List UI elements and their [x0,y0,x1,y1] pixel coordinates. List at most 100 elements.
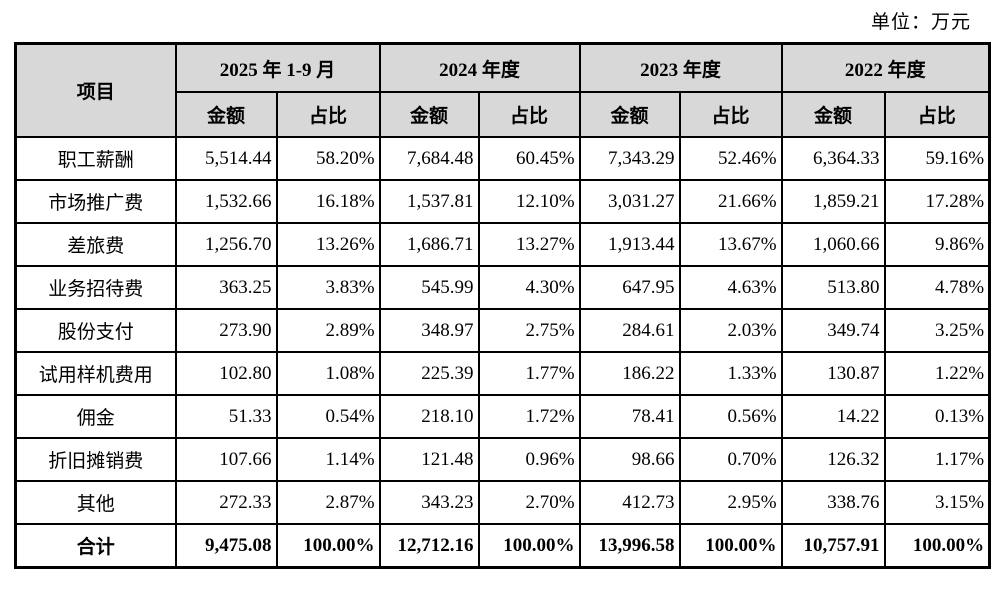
row-item-label: 业务招待费 [14,265,177,310]
cell-amount: 7,684.48 [378,136,480,181]
table-row: 佣金 51.33 0.54% 218.10 1.72% 78.41 0.56% … [14,394,991,439]
cell-amount: 9,475.08 [174,523,278,569]
cell-amount: 647.95 [578,265,681,310]
cell-ratio: 60.45% [477,136,581,181]
col-header-period-2024: 2024 年度 [378,42,581,93]
cell-amount: 126.32 [780,437,886,482]
table-row: 业务招待费 363.25 3.83% 545.99 4.30% 647.95 4… [14,265,991,310]
cell-ratio: 3.15% [883,480,991,525]
cell-amount: 284.61 [578,308,681,353]
cell-ratio: 0.56% [678,394,783,439]
col-header-amount: 金额 [578,91,681,138]
cell-ratio: 2.75% [477,308,581,353]
cell-ratio: 100.00% [477,523,581,569]
cell-amount: 6,364.33 [780,136,886,181]
cell-ratio: 12.10% [477,179,581,224]
cell-amount: 272.33 [174,480,278,525]
cell-amount: 130.87 [780,351,886,396]
cell-amount: 513.80 [780,265,886,310]
cell-ratio: 1.72% [477,394,581,439]
cell-amount: 1,060.66 [780,222,886,267]
cell-amount: 10,757.91 [780,523,886,569]
cell-ratio: 1.22% [883,351,991,396]
table-row: 职工薪酬 5,514.44 58.20% 7,684.48 60.45% 7,3… [14,136,991,181]
cell-amount: 412.73 [578,480,681,525]
cell-amount: 121.48 [378,437,480,482]
cell-ratio: 100.00% [883,523,991,569]
cell-amount: 348.97 [378,308,480,353]
cell-ratio: 13.26% [275,222,381,267]
cell-ratio: 9.86% [883,222,991,267]
cell-ratio: 52.46% [678,136,783,181]
cell-ratio: 59.16% [883,136,991,181]
cell-amount: 3,031.27 [578,179,681,224]
cell-ratio: 2.03% [678,308,783,353]
cell-amount: 1,859.21 [780,179,886,224]
col-header-ratio: 占比 [883,91,991,138]
col-header-ratio: 占比 [678,91,783,138]
col-header-ratio: 占比 [477,91,581,138]
cell-amount: 102.80 [174,351,278,396]
cell-amount: 78.41 [578,394,681,439]
cell-amount: 343.23 [378,480,480,525]
cell-ratio: 1.77% [477,351,581,396]
table-body: 职工薪酬 5,514.44 58.20% 7,684.48 60.45% 7,3… [14,136,991,569]
col-header-amount: 金额 [174,91,278,138]
cell-ratio: 0.70% [678,437,783,482]
cell-amount: 1,532.66 [174,179,278,224]
cell-ratio: 100.00% [678,523,783,569]
cell-ratio: 3.83% [275,265,381,310]
row-item-label: 市场推广费 [14,179,177,224]
row-item-label: 差旅费 [14,222,177,267]
cell-ratio: 4.78% [883,265,991,310]
row-item-label: 其他 [14,480,177,525]
cell-ratio: 13.27% [477,222,581,267]
cell-amount: 545.99 [378,265,480,310]
cell-ratio: 4.30% [477,265,581,310]
cell-ratio: 2.95% [678,480,783,525]
col-header-item: 项目 [14,42,177,138]
cell-ratio: 2.70% [477,480,581,525]
cell-ratio: 1.33% [678,351,783,396]
cell-amount: 186.22 [578,351,681,396]
cell-ratio: 0.96% [477,437,581,482]
cell-ratio: 13.67% [678,222,783,267]
cell-amount: 13,996.58 [578,523,681,569]
expense-breakdown-table: 项目 2025 年 1-9 月 2024 年度 2023 年度 2022 年度 … [14,42,992,569]
cell-amount: 51.33 [174,394,278,439]
cell-amount: 5,514.44 [174,136,278,181]
cell-ratio: 100.00% [275,523,381,569]
cell-amount: 338.76 [780,480,886,525]
row-item-label: 佣金 [14,394,177,439]
table-total-row: 合计 9,475.08 100.00% 12,712.16 100.00% 13… [14,523,991,569]
table-header: 项目 2025 年 1-9 月 2024 年度 2023 年度 2022 年度 … [14,42,991,138]
cell-ratio: 1.08% [275,351,381,396]
cell-amount: 218.10 [378,394,480,439]
cell-amount: 1,537.81 [378,179,480,224]
cell-ratio: 3.25% [883,308,991,353]
cell-amount: 7,343.29 [578,136,681,181]
cell-ratio: 58.20% [275,136,381,181]
cell-amount: 273.90 [174,308,278,353]
cell-ratio: 0.13% [883,394,991,439]
header-sub-row: 金额 占比 金额 占比 金额 占比 金额 占比 [16,91,991,138]
cell-ratio: 1.14% [275,437,381,482]
cell-amount: 1,686.71 [378,222,480,267]
col-header-period-2023: 2023 年度 [578,42,783,93]
cell-amount: 225.39 [378,351,480,396]
cell-amount: 12,712.16 [378,523,480,569]
cell-amount: 107.66 [174,437,278,482]
col-header-ratio: 占比 [275,91,381,138]
cell-amount: 98.66 [578,437,681,482]
cell-ratio: 21.66% [678,179,783,224]
col-header-period-2022: 2022 年度 [780,42,991,93]
table-row: 试用样机费用 102.80 1.08% 225.39 1.77% 186.22 … [14,351,991,396]
col-header-amount: 金额 [780,91,886,138]
cell-ratio: 2.87% [275,480,381,525]
table-row: 差旅费 1,256.70 13.26% 1,686.71 13.27% 1,91… [14,222,991,267]
table-row: 市场推广费 1,532.66 16.18% 1,537.81 12.10% 3,… [14,179,991,224]
cell-ratio: 1.17% [883,437,991,482]
cell-amount: 363.25 [174,265,278,310]
cell-ratio: 16.18% [275,179,381,224]
